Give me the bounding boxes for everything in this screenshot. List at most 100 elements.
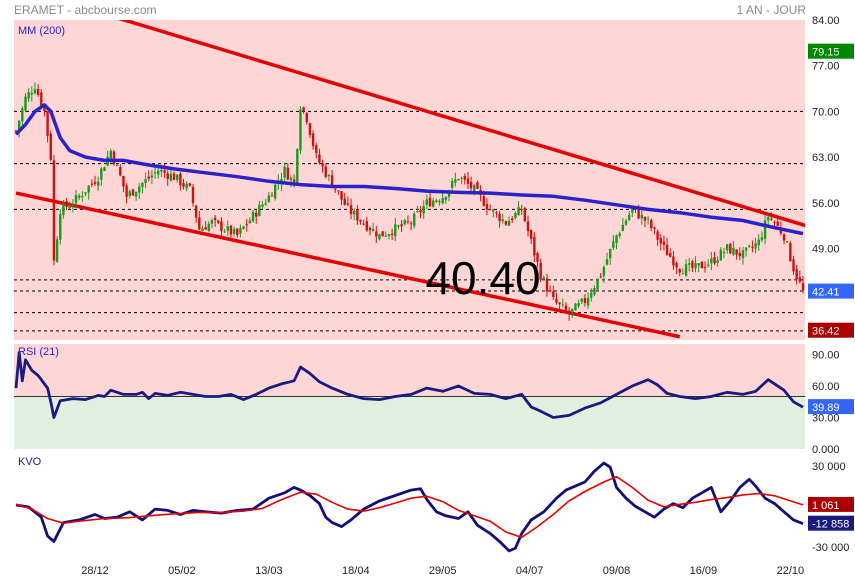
candle-body [792,259,795,272]
candle-body [368,227,372,231]
candle-body [191,186,195,204]
candle-body [713,257,716,264]
candle-body [722,252,726,254]
candle-body [93,182,97,184]
candle-body [435,200,438,202]
candle-body [59,214,62,240]
candle-body [703,266,707,268]
candle-body [46,111,49,136]
candle-body [485,203,489,210]
candle-body [24,96,27,111]
candle-body [466,178,470,184]
candle-body [529,230,533,239]
candle-body [789,243,792,262]
current-price-overlay: 40.40 [425,252,540,304]
candle-body [684,264,688,276]
candle-body [144,178,147,183]
moving-average-line [14,103,804,236]
candle-body [757,239,760,246]
candle-body [678,268,681,273]
candle-body [609,248,612,259]
candle-body [583,298,587,304]
candle-body [188,183,192,186]
candle-body [618,233,621,237]
candle-body [17,120,21,132]
candle-body [387,234,391,236]
candle-body [738,253,741,257]
candle-body [270,195,274,197]
candle-body [273,184,277,199]
candle-body [782,234,786,241]
candle-body [526,221,530,232]
candle-body [390,233,394,236]
candle-body [631,207,634,213]
candle-body [776,221,779,226]
x-tick-label: 29/05 [429,565,457,577]
candle-body [615,235,618,243]
candle-body [201,228,204,231]
price-y-tick-label: 49.00 [812,244,840,256]
candle-body [425,199,429,205]
candle-body [558,302,561,304]
candle-body [204,227,207,230]
candle-body [520,209,523,211]
candle-body [264,202,267,205]
candle-body [533,236,536,256]
channel-upper-line [118,20,805,228]
candle-body [646,218,650,220]
price-value-badge-bg [808,43,854,59]
price-y-tick-label: 84.00 [812,15,840,27]
candle-body [706,264,710,266]
candle-body [172,173,176,180]
candle-body [258,204,261,217]
rsi-y-tick-label: 90.00 [812,350,840,362]
candle-body [406,221,410,223]
candle-body [539,262,542,280]
candle-body [507,220,511,226]
rsi-y-tick-label: 0.000 [812,444,840,456]
price-value-badge-bg [808,283,854,299]
candle-body [330,175,334,188]
candle-body [311,133,315,147]
candle-body [337,190,340,192]
candle-body [251,211,255,222]
candle-body [681,273,685,275]
candle-body [318,154,321,163]
price-value-badge: 36.42 [812,326,840,338]
candle-body [596,278,599,290]
candle-body [400,224,403,227]
candle-body [498,213,501,222]
candle-body [656,231,659,240]
candle-body [590,293,593,298]
candle-body [422,206,425,214]
candle-body [109,150,113,160]
candle-body [517,207,520,216]
candle-body [653,227,656,229]
candle-body [495,212,498,214]
candle-body [735,249,738,255]
candle-body [662,241,666,245]
candle-body [115,164,119,166]
candle-body [122,175,125,187]
candle-body [175,174,179,180]
candle-body [283,166,286,178]
candle-body [785,241,789,243]
candle-body [207,223,210,231]
candle-body [147,176,150,179]
candle-body [321,163,324,167]
candle-body [548,290,552,292]
candle-body [403,220,406,225]
kvo-y-tick-label: 30 000 [812,461,846,473]
candle-body [571,308,574,312]
candle-body [100,168,103,180]
candle-body [239,228,242,234]
candle-body [473,184,476,191]
candle-body [302,107,305,112]
candle-body [119,167,122,176]
rsi-lower-bg [14,396,805,449]
candle-body [179,173,182,186]
candle-body [245,224,248,226]
rsi-indicator-label: RSI (21) [18,346,59,358]
candle-body [381,231,384,237]
